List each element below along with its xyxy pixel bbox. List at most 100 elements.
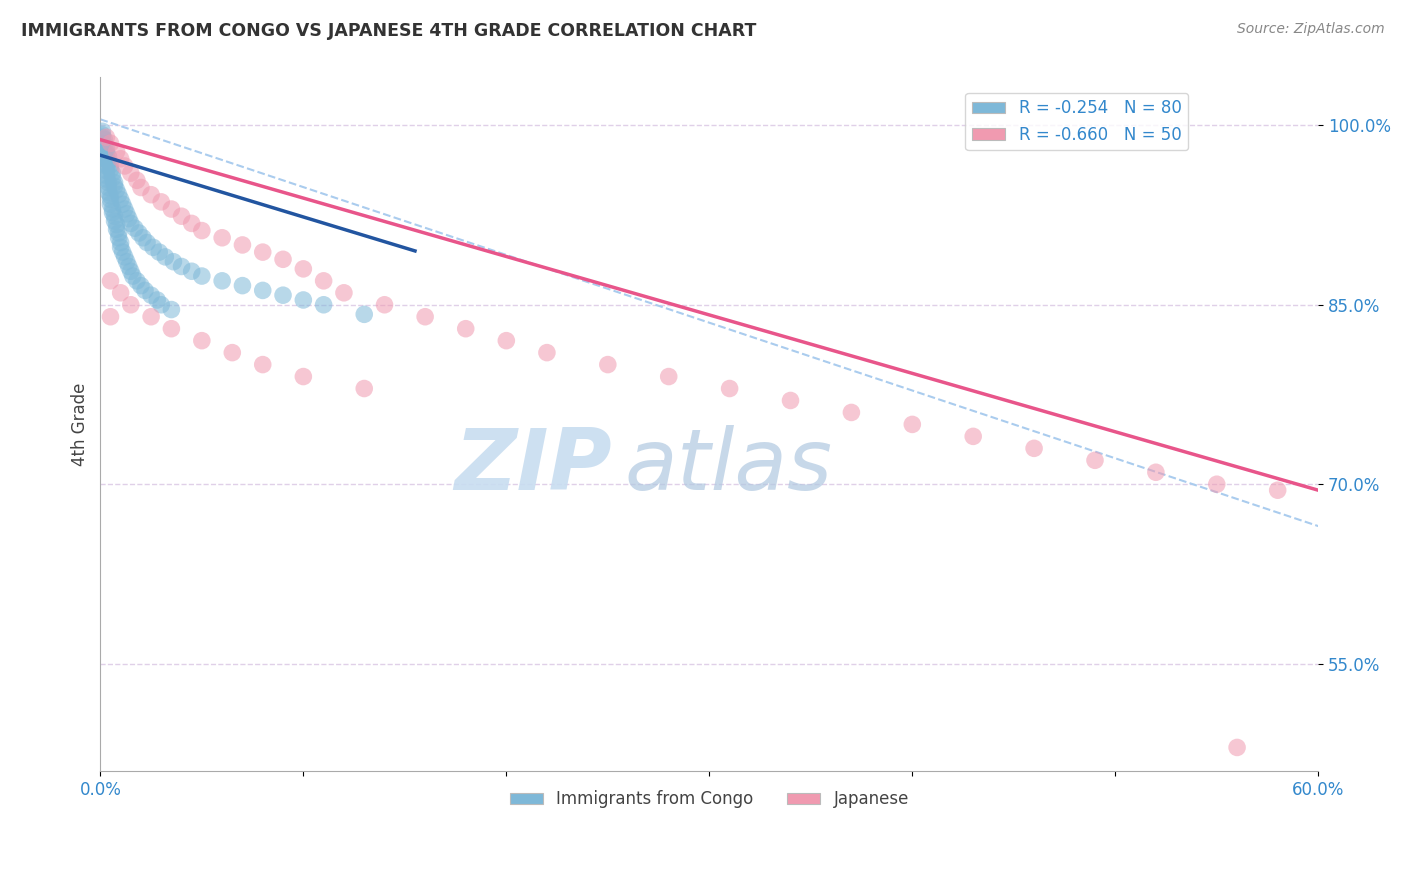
Point	[231, 238, 253, 252]
Point	[120, 216, 142, 230]
Point	[180, 264, 202, 278]
Point	[170, 209, 193, 223]
Point	[114, 159, 136, 173]
Point	[495, 334, 517, 348]
Point	[110, 152, 132, 166]
Point	[97, 149, 120, 163]
Text: IMMIGRANTS FROM CONGO VS JAPANESE 4TH GRADE CORRELATION CHART: IMMIGRANTS FROM CONGO VS JAPANESE 4TH GR…	[21, 22, 756, 40]
Point	[91, 136, 114, 151]
Point	[96, 163, 118, 178]
Point	[134, 284, 156, 298]
Point	[100, 310, 122, 324]
Point	[779, 393, 801, 408]
Point	[103, 176, 125, 190]
Point	[114, 250, 136, 264]
Point	[114, 202, 136, 216]
Point	[101, 202, 124, 216]
Point	[124, 221, 146, 235]
Point	[128, 226, 150, 240]
Point	[96, 159, 118, 173]
Point	[142, 240, 165, 254]
Point	[100, 193, 122, 207]
Point	[93, 152, 115, 166]
Point	[110, 285, 132, 300]
Point	[718, 382, 741, 396]
Point	[221, 345, 243, 359]
Point	[292, 369, 315, 384]
Point	[96, 172, 118, 186]
Point	[107, 226, 129, 240]
Point	[1267, 483, 1289, 498]
Point	[139, 187, 162, 202]
Point	[962, 429, 984, 443]
Text: Source: ZipAtlas.com: Source: ZipAtlas.com	[1237, 22, 1385, 37]
Point	[129, 180, 152, 194]
Point	[136, 235, 159, 250]
Point	[96, 169, 118, 183]
Point	[139, 310, 162, 324]
Point	[191, 334, 214, 348]
Point	[1144, 465, 1167, 479]
Y-axis label: 4th Grade: 4th Grade	[72, 383, 89, 467]
Point	[96, 130, 118, 145]
Point	[155, 250, 177, 264]
Point	[150, 194, 173, 209]
Point	[101, 170, 124, 185]
Point	[1022, 442, 1045, 456]
Point	[353, 382, 375, 396]
Point	[111, 245, 134, 260]
Point	[901, 417, 924, 432]
Point	[132, 231, 155, 245]
Point	[150, 298, 173, 312]
Point	[125, 173, 148, 187]
Point	[312, 298, 335, 312]
Point	[1226, 740, 1249, 755]
Point	[252, 358, 274, 372]
Point	[231, 278, 253, 293]
Point	[191, 268, 214, 283]
Point	[454, 321, 477, 335]
Legend: Immigrants from Congo, Japanese: Immigrants from Congo, Japanese	[503, 784, 915, 815]
Point	[160, 321, 183, 335]
Point	[658, 369, 681, 384]
Point	[162, 254, 184, 268]
Point	[1084, 453, 1107, 467]
Point	[148, 245, 170, 260]
Point	[125, 274, 148, 288]
Point	[93, 148, 115, 162]
Point	[292, 293, 315, 307]
Point	[271, 252, 294, 267]
Point	[100, 274, 122, 288]
Point	[100, 189, 122, 203]
Point	[160, 202, 183, 216]
Point	[103, 209, 125, 223]
Point	[100, 197, 122, 211]
Point	[101, 205, 124, 219]
Point	[191, 224, 214, 238]
Point	[110, 193, 132, 207]
Point	[91, 130, 114, 145]
Point	[97, 176, 120, 190]
Point	[252, 245, 274, 260]
Point	[160, 302, 183, 317]
Point	[110, 235, 132, 250]
Point	[97, 154, 120, 169]
Point	[120, 166, 142, 180]
Point	[292, 261, 315, 276]
Point	[105, 145, 128, 159]
Point	[97, 186, 120, 200]
Point	[105, 222, 128, 236]
Point	[596, 358, 619, 372]
Point	[271, 288, 294, 302]
Point	[91, 124, 114, 138]
Point	[211, 231, 233, 245]
Point	[170, 260, 193, 274]
Point	[841, 405, 863, 419]
Point	[118, 260, 141, 274]
Point	[252, 284, 274, 298]
Point	[100, 158, 122, 172]
Point	[536, 345, 558, 359]
Point	[353, 307, 375, 321]
Text: atlas: atlas	[624, 425, 832, 508]
Point	[96, 145, 118, 160]
